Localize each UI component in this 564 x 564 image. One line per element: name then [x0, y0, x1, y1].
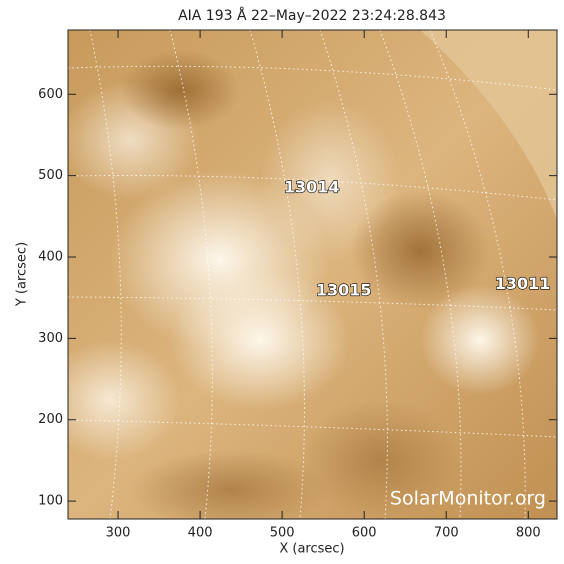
- x-tick-label: 300: [106, 526, 131, 541]
- x-tick-label: 500: [270, 526, 295, 541]
- region-label: 13015: [316, 281, 372, 300]
- y-tick-label: 200: [38, 412, 63, 427]
- solar-image: [68, 30, 557, 519]
- y-tick-label: 400: [38, 250, 63, 265]
- y-tick-label: 500: [38, 168, 63, 183]
- x-axis-label: X (arcsec): [279, 542, 344, 557]
- x-tick-label: 600: [352, 526, 377, 541]
- y-axis-label: Y (arcsec): [15, 242, 30, 307]
- region-label: 13014: [284, 177, 340, 196]
- region-label: 13011: [495, 274, 551, 293]
- y-tick-label: 600: [38, 87, 63, 102]
- y-tick-label: 100: [38, 494, 63, 509]
- plot-frame: [67, 29, 558, 520]
- chart-title: AIA 193 Å 22–May–2022 23:24:28.843: [178, 7, 446, 24]
- watermark: SolarMonitor.org: [390, 488, 546, 510]
- x-tick-label: 700: [434, 526, 459, 541]
- x-tick-label: 400: [188, 526, 213, 541]
- x-tick-label: 800: [516, 526, 541, 541]
- y-tick-label: 300: [38, 331, 63, 346]
